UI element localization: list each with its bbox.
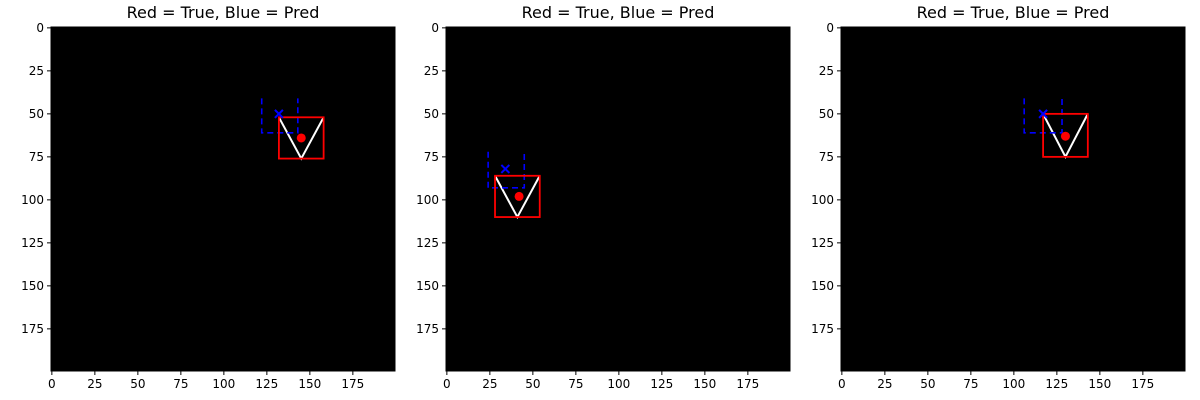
pred-box (487, 151, 526, 189)
axes-frame (50, 26, 396, 372)
axes-frame (445, 26, 791, 372)
y-tick-label: 100 (811, 193, 834, 207)
x-tick-label: 175 (341, 377, 364, 391)
x-tick-label: 100 (607, 377, 630, 391)
true-center-marker (296, 133, 306, 143)
true-box (1042, 112, 1089, 158)
x-tick-label: 25 (87, 377, 102, 391)
x-tick-label: 75 (963, 377, 978, 391)
panel-2: Red = True, Blue = Pred 0 25 50 75 100 125 150 1… (416, 3, 791, 391)
y-tick-label: 0 (431, 21, 439, 35)
y-tick-label: 150 (811, 279, 834, 293)
x-tick-label: 75 (173, 377, 188, 391)
pred-center-stroke (1038, 109, 1048, 119)
y-tick-label: 75 (29, 150, 44, 164)
panel-title: Red = True, Blue = Pred (522, 3, 715, 22)
x-tick-label: 25 (482, 377, 497, 391)
panel-title: Red = True, Blue = Pred (127, 3, 320, 22)
x-tick-label: 0 (48, 377, 56, 391)
x-tick-label: 125 (1045, 377, 1068, 391)
y-tick-label: 150 (416, 279, 439, 293)
x-tick-label: 50 (130, 377, 145, 391)
panel-3: Red = True, Blue = Pred 0 25 50 75 100 125 150 1… (811, 3, 1186, 391)
y-tick-label: 25 (819, 64, 834, 78)
x-tick-label: 75 (568, 377, 583, 391)
x-tick-label: 125 (650, 377, 673, 391)
y-tick-label: 75 (819, 150, 834, 164)
x-tick-label: 50 (920, 377, 935, 391)
x-tick-label: 150 (693, 377, 716, 391)
y-tick-label: 150 (21, 279, 44, 293)
y-tick-label: 175 (21, 322, 44, 336)
true-center-marker (1060, 131, 1070, 141)
pred-center-marker (274, 109, 284, 119)
x-tick-label: 0 (443, 377, 451, 391)
y-tick-label: 100 (416, 193, 439, 207)
pred-center-stroke (274, 109, 284, 119)
y-tick-label: 0 (826, 21, 834, 35)
x-tick-label: 150 (1088, 377, 1111, 391)
x-tick-label: 125 (255, 377, 278, 391)
x-tick-label: 25 (877, 377, 892, 391)
y-tick-label: 125 (811, 236, 834, 250)
true-center-marker (514, 191, 524, 201)
x-tick-label: 100 (1002, 377, 1025, 391)
y-tick-label: 25 (424, 64, 439, 78)
axes-frame (840, 26, 1186, 372)
y-tick-label: 50 (424, 107, 439, 121)
y-tick-label: 50 (29, 107, 44, 121)
x-tick-label: 100 (212, 377, 235, 391)
image-background (51, 27, 395, 371)
panel-1: Red = True, Blue = Pred 0 25 50 75 100 125 150 1… (21, 3, 396, 391)
y-tick-label: 175 (811, 322, 834, 336)
image-background (446, 27, 790, 371)
pred-center-stroke (500, 164, 511, 174)
x-tick-label: 150 (298, 377, 321, 391)
y-tick-label: 75 (424, 150, 439, 164)
true-box (494, 174, 541, 218)
image-background (841, 27, 1185, 371)
pred-center-marker (500, 164, 511, 174)
panel-title: Red = True, Blue = Pred (917, 3, 1110, 22)
pred-center-marker (1038, 109, 1048, 119)
y-tick-label: 50 (819, 107, 834, 121)
x-tick-label: 175 (1131, 377, 1154, 391)
y-tick-label: 125 (416, 236, 439, 250)
y-tick-label: 125 (21, 236, 44, 250)
y-tick-label: 175 (416, 322, 439, 336)
x-tick-label: 0 (838, 377, 846, 391)
x-tick-label: 175 (736, 377, 759, 391)
y-tick-label: 25 (29, 64, 44, 78)
y-tick-label: 0 (36, 21, 44, 35)
x-tick-label: 50 (525, 377, 540, 391)
true-box (277, 116, 325, 160)
y-tick-label: 100 (21, 193, 44, 207)
